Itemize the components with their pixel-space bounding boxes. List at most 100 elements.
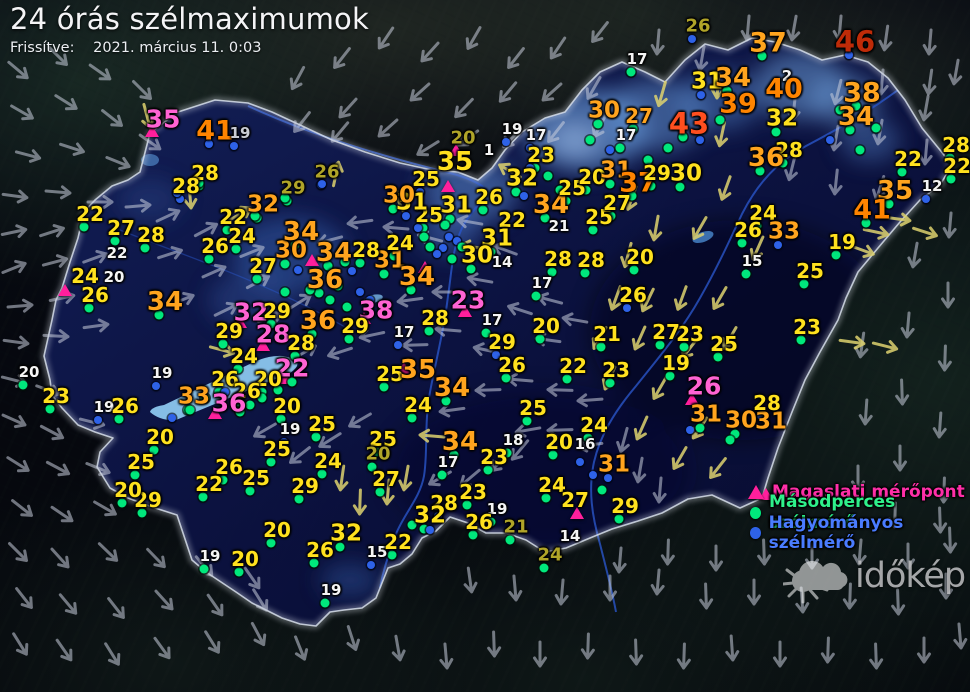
wind-arrow <box>86 195 114 209</box>
wind-max-value: 2 <box>781 66 793 85</box>
wind-max-value: 17 <box>393 322 415 341</box>
wind-arrow <box>936 476 951 504</box>
wind-max-value: 28 <box>544 247 572 272</box>
wind-arrow <box>576 393 604 408</box>
wind-max-value: 19 <box>320 580 342 599</box>
wind-max-value: 19 <box>486 499 508 518</box>
wind-max-value: 19 <box>501 119 523 138</box>
wind-max-value: 26 <box>734 218 762 243</box>
per-second-station-marker <box>629 265 639 275</box>
per-second-station-marker <box>266 319 276 329</box>
wind-max-value: 12 <box>921 176 943 195</box>
per-second-station-marker <box>655 340 665 350</box>
wind-arrow <box>35 384 61 399</box>
wind-arrow <box>546 382 574 397</box>
per-second-station-marker <box>486 517 496 527</box>
wind-arrow <box>851 464 865 492</box>
per-second-station-marker <box>501 373 511 383</box>
wind-arrow-yellow <box>862 225 890 240</box>
wind-arrow <box>44 185 72 200</box>
traditional-station-marker <box>152 382 160 390</box>
elevated-station-triangle-marker <box>256 339 270 351</box>
wind-arrow <box>895 378 910 406</box>
wind-arrow <box>416 140 440 157</box>
per-second-station-marker <box>233 364 243 374</box>
wind-arrow <box>12 632 29 656</box>
wind-arrow <box>88 63 112 81</box>
wind-arrow-yellow <box>721 326 738 350</box>
per-second-station-marker <box>311 432 321 442</box>
wind-max-value: 31 <box>480 225 514 252</box>
per-second-station-marker <box>314 288 324 298</box>
wind-arrow-yellow <box>717 175 732 201</box>
wind-arrow <box>629 638 644 666</box>
elevated-station-triangle-marker <box>305 254 319 266</box>
per-second-station-marker <box>199 564 209 574</box>
wind-max-value: 35 <box>399 354 437 385</box>
per-second-station-marker <box>257 393 267 403</box>
wind-arrow <box>420 41 440 63</box>
wind-arrow <box>694 44 709 72</box>
wind-arrow <box>561 312 589 327</box>
per-second-station-marker <box>407 520 417 530</box>
wind-max-value: 25 <box>412 167 440 192</box>
wind-arrow <box>616 426 630 454</box>
per-second-station-marker <box>678 132 688 142</box>
wind-max-value: 28 <box>942 133 970 158</box>
wind-max-value: 30 <box>587 97 621 124</box>
per-second-station-marker <box>511 187 521 197</box>
wind-arrow <box>59 142 85 156</box>
per-second-station-marker <box>333 281 343 291</box>
elevated-station-triangle-marker <box>441 180 455 192</box>
wind-arrow <box>391 634 406 662</box>
per-second-station-marker <box>884 199 894 209</box>
per-second-station-marker <box>388 204 398 214</box>
per-second-station-marker <box>752 221 762 231</box>
wind-max-value: 29 <box>341 314 369 339</box>
traditional-station-marker <box>434 512 442 520</box>
wind-arrow <box>591 21 609 43</box>
wind-arrow <box>39 224 65 238</box>
per-second-station-marker <box>424 326 434 336</box>
wind-max-value: 20 <box>273 394 301 419</box>
wind-arrow <box>55 638 73 662</box>
wind-arrow <box>257 310 283 324</box>
wind-max-value: 34 <box>146 286 184 317</box>
per-second-station-marker <box>796 335 806 345</box>
elevated-station-triangle-marker <box>570 507 584 519</box>
per-second-station-marker <box>605 378 615 388</box>
hungary-border-line <box>43 37 953 627</box>
wind-arrow <box>514 423 542 438</box>
per-second-station-marker <box>449 450 459 460</box>
wind-arrow-yellow <box>709 457 727 479</box>
wind-arrow <box>438 403 466 418</box>
wind-max-value: 24 <box>538 473 566 498</box>
wind-arrow <box>82 249 108 264</box>
per-second-station-marker <box>280 287 290 297</box>
wind-max-value: 25 <box>585 205 613 230</box>
per-second-station-marker <box>897 167 907 177</box>
per-second-station-marker <box>580 268 590 278</box>
per-second-station-marker <box>539 563 549 573</box>
wind-arrow <box>492 241 518 256</box>
wind-arrow <box>289 446 311 464</box>
per-second-station-marker <box>593 119 603 129</box>
wind-arrow-yellow <box>352 488 367 516</box>
wind-arrow-yellow <box>849 244 875 259</box>
wind-arrow <box>917 636 931 664</box>
wind-max-value: 23 <box>450 285 486 315</box>
per-second-station-marker <box>486 247 496 257</box>
per-second-station-marker <box>198 492 208 502</box>
wind-max-value: 22 <box>559 354 587 379</box>
wind-arrow-yellow <box>607 285 622 311</box>
wind-arrow <box>54 94 78 111</box>
traditional-station-marker <box>348 267 356 275</box>
per-second-station-marker <box>535 334 545 344</box>
wind-max-value: 30 <box>382 182 416 209</box>
per-second-station-marker <box>835 105 845 115</box>
per-second-station-marker <box>375 487 385 497</box>
elevated-station-triangle-marker <box>58 284 72 296</box>
wind-max-value: 24 <box>71 264 99 289</box>
per-second-station-marker <box>627 191 637 201</box>
